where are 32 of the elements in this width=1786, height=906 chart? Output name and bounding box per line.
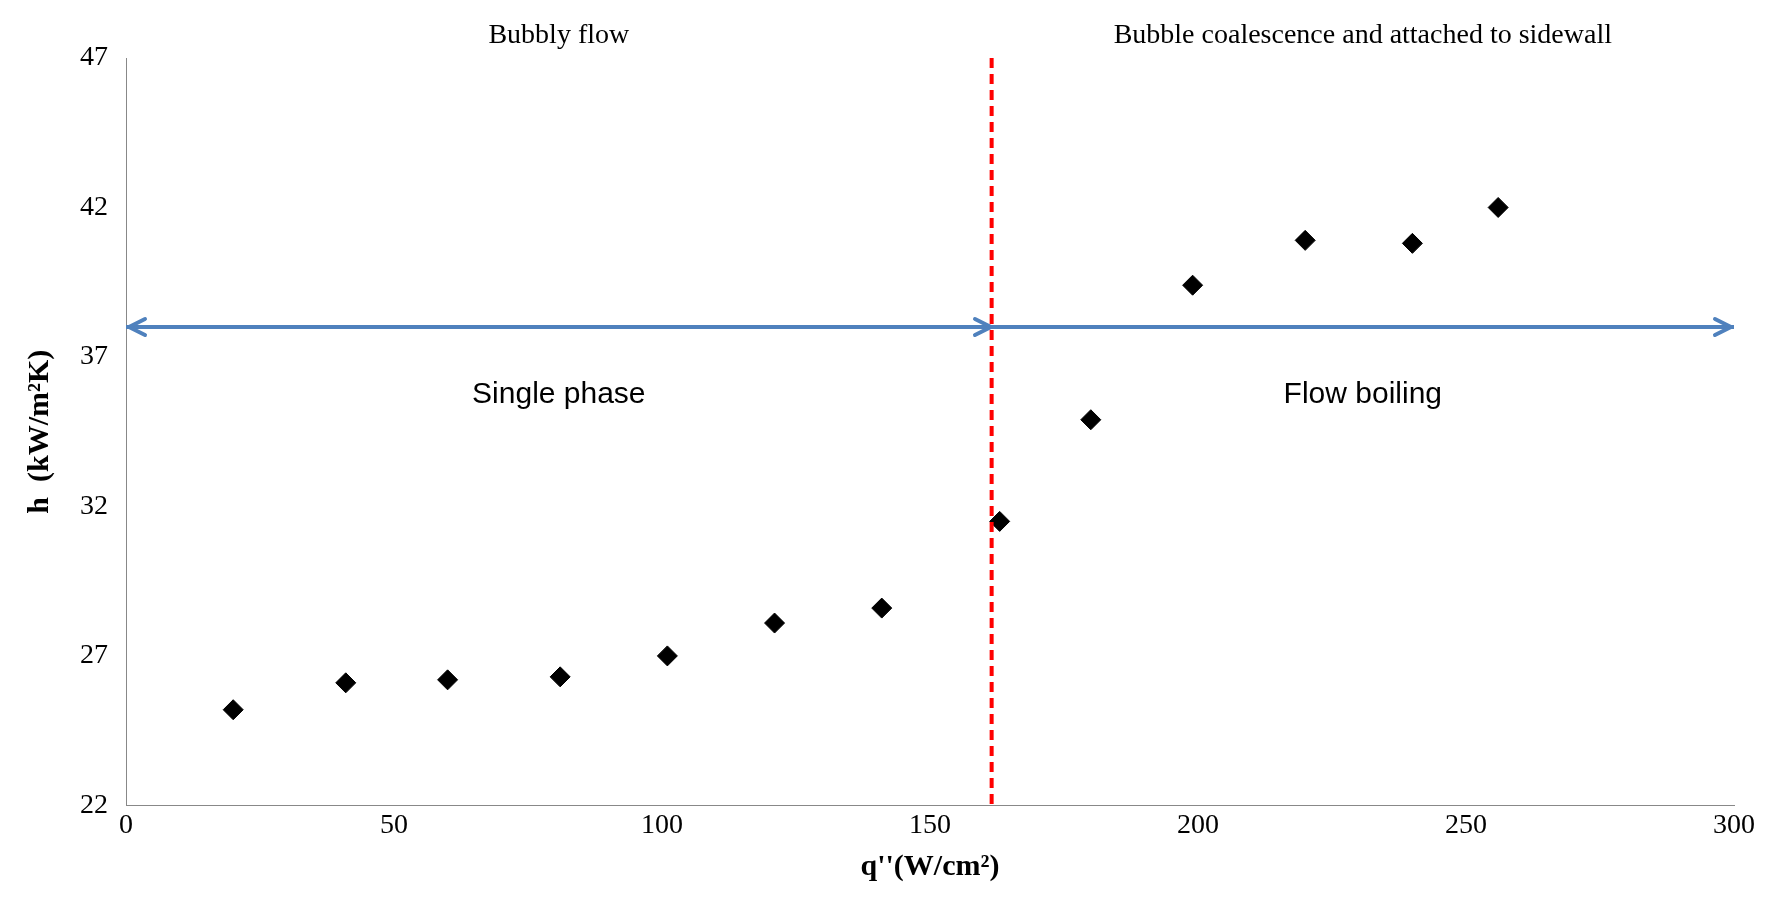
y-tick-label: 27 bbox=[80, 638, 108, 670]
point bbox=[1401, 232, 1423, 254]
y-tick-label: 22 bbox=[80, 787, 108, 819]
point bbox=[764, 612, 786, 634]
point bbox=[871, 597, 893, 619]
x-tick-label: 0 bbox=[119, 807, 133, 839]
x-tick-label: 50 bbox=[380, 807, 408, 839]
x-tick-label: 200 bbox=[1177, 807, 1219, 839]
point bbox=[549, 666, 571, 688]
y-tick-label: 42 bbox=[80, 189, 108, 221]
x-tick-label: 100 bbox=[641, 807, 683, 839]
y-axis-title: h (kW/m²K) bbox=[20, 349, 55, 514]
point bbox=[1294, 229, 1316, 251]
annotation: Single phase bbox=[472, 375, 646, 409]
point bbox=[1080, 409, 1102, 431]
point bbox=[1182, 274, 1204, 296]
y-tick-label: 32 bbox=[80, 488, 108, 520]
y-tick-label: 47 bbox=[80, 40, 108, 72]
point bbox=[989, 510, 1011, 532]
point bbox=[437, 669, 459, 691]
point bbox=[656, 645, 678, 667]
text: Bubble coalescence and attached to sidewall bbox=[1113, 18, 1613, 50]
point bbox=[222, 699, 244, 721]
annotation: Flow boiling bbox=[1283, 375, 1443, 409]
point bbox=[335, 672, 357, 694]
text: Bubbly flow bbox=[488, 18, 630, 50]
x-tick-label: 150 bbox=[909, 807, 951, 839]
x-axis-title: q''(W/cm²) bbox=[860, 847, 1000, 882]
x-tick-label: 250 bbox=[1445, 807, 1487, 839]
point bbox=[1487, 196, 1509, 218]
y-tick-label: 37 bbox=[80, 339, 108, 371]
x-tick-label: 300 bbox=[1713, 807, 1755, 839]
